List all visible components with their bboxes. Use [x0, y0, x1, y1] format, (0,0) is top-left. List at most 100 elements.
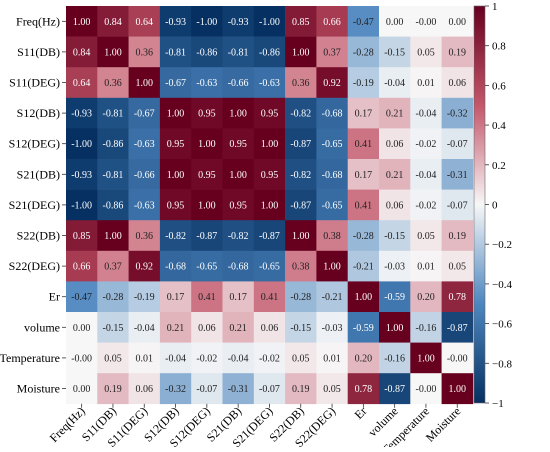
cell-value-label: -0.63 — [134, 200, 155, 211]
cell-value-label: 0.64 — [136, 17, 154, 28]
cell-value-label: 0.17 — [355, 109, 373, 120]
heatmap-cell — [316, 159, 348, 190]
heatmap-cell — [66, 128, 98, 160]
cell-value-label: -1.00 — [71, 200, 92, 211]
cell-value-label: 0.06 — [386, 139, 404, 150]
y-tick-label: Freq(Hz) — [16, 14, 60, 28]
heatmap-cell — [128, 6, 161, 37]
heatmap-cell — [222, 281, 255, 313]
cell-value-label: 0.36 — [104, 78, 122, 89]
cell-value-label: -0.82 — [290, 109, 311, 120]
cell-value-label: 0.85 — [292, 17, 310, 28]
heatmap-cell — [285, 128, 317, 160]
x-tick-label: Freq(Hz) — [47, 404, 88, 445]
heatmap-cell — [253, 342, 286, 374]
cell-value-label: -0.00 — [447, 353, 468, 364]
cell-value-label: -0.63 — [196, 78, 217, 89]
heatmap-cell — [97, 6, 129, 37]
cell-value-label: -0.81 — [165, 47, 186, 58]
cell-value-label: -0.47 — [71, 292, 92, 303]
cell-value-label: 1.00 — [73, 17, 91, 28]
cell-value-label: 1.00 — [198, 139, 216, 150]
heatmap-cell — [347, 97, 380, 129]
heatmap-cell — [316, 250, 348, 282]
heatmap-cell — [379, 97, 411, 129]
heatmap-cell — [128, 312, 161, 343]
heatmap-cell — [66, 281, 98, 313]
heatmap-cell — [441, 312, 474, 343]
cell-value-label: 0.06 — [198, 323, 216, 334]
heatmap-cell — [285, 250, 317, 282]
heatmap-cell — [66, 342, 98, 374]
cell-value-label: 0.41 — [355, 139, 373, 150]
cell-value-label: 1.00 — [229, 109, 247, 120]
y-tick-label: Moisture — [17, 382, 60, 396]
heatmap-cell — [285, 342, 317, 374]
cell-value-label: 0.95 — [198, 109, 216, 120]
colorbar-tick-label: −0.8 — [492, 358, 512, 370]
heatmap-cell — [253, 250, 286, 282]
colorbar-tick-label: 0.8 — [492, 41, 506, 53]
heatmap-cell — [128, 159, 161, 190]
cell-value-label: -0.31 — [447, 170, 468, 181]
colorbar-tick-label: −1 — [492, 398, 504, 410]
cell-value-label: -0.87 — [196, 231, 217, 242]
cell-value-label: 0.00 — [386, 17, 404, 28]
cell-value-label: 1.00 — [198, 200, 216, 211]
cell-value-label: 0.95 — [261, 170, 279, 181]
heatmap-cell — [316, 128, 348, 160]
heatmap-cell — [222, 159, 255, 190]
heatmap-cell — [316, 342, 348, 374]
cell-value-label: 0.20 — [355, 353, 373, 364]
cell-value-label: 1.00 — [167, 170, 185, 181]
heatmap-cell — [347, 342, 380, 374]
heatmap-cell — [347, 128, 380, 160]
heatmap-cell — [347, 220, 380, 252]
cell-value-label: 0.41 — [198, 292, 216, 303]
heatmap-cell — [159, 373, 192, 405]
cell-value-label: -0.65 — [322, 200, 343, 211]
cell-value-label: 1.00 — [355, 292, 373, 303]
cell-value-label: 0.17 — [229, 292, 247, 303]
cell-value-label: -0.28 — [353, 231, 374, 242]
heatmap-cell — [191, 250, 223, 282]
heatmap-cell — [191, 159, 223, 190]
cell-value-label: -0.02 — [416, 200, 437, 211]
cell-value-label: -0.82 — [228, 231, 249, 242]
cell-value-label: -0.04 — [384, 78, 405, 89]
cell-value-label: 1.00 — [292, 231, 310, 242]
heatmap-cell — [441, 342, 474, 374]
cell-value-label: 0.38 — [292, 262, 310, 273]
cell-value-label: -0.07 — [447, 200, 468, 211]
heatmap-cell — [159, 281, 192, 313]
heatmap-cell — [159, 67, 192, 99]
y-tick-label: S12(DEG) — [9, 137, 60, 151]
cell-value-label: 0.78 — [449, 292, 467, 303]
cell-value-label: -0.67 — [165, 78, 186, 89]
cell-value-label: -0.59 — [384, 292, 405, 303]
heatmap-cell — [410, 189, 442, 221]
cell-value-label: 0.21 — [386, 170, 404, 181]
heatmap-cell — [379, 128, 411, 160]
cell-value-label: -0.81 — [103, 170, 124, 181]
colorbar-tick-label: −0.2 — [492, 239, 512, 251]
cell-value-label: 0.92 — [136, 262, 154, 273]
cell-value-label: -0.15 — [290, 323, 311, 334]
heatmap-cell — [128, 373, 161, 405]
cell-value-label: 0.05 — [449, 262, 467, 273]
heatmap-cell — [159, 6, 192, 37]
heatmap-cell — [379, 67, 411, 99]
cell-value-label: -0.59 — [353, 323, 374, 334]
heatmap-cell — [128, 97, 161, 129]
cell-value-label: -0.66 — [228, 78, 249, 89]
heatmap-cell — [441, 67, 474, 99]
heatmap-cell — [128, 189, 161, 221]
cell-value-label: -0.31 — [228, 384, 249, 395]
heatmap-cell — [97, 250, 129, 282]
cell-value-label: -0.81 — [103, 109, 124, 120]
heatmap-cell — [66, 6, 98, 37]
cell-value-label: -0.03 — [322, 323, 343, 334]
cell-value-label: 0.19 — [449, 47, 467, 58]
cell-value-label: 0.66 — [323, 17, 341, 28]
